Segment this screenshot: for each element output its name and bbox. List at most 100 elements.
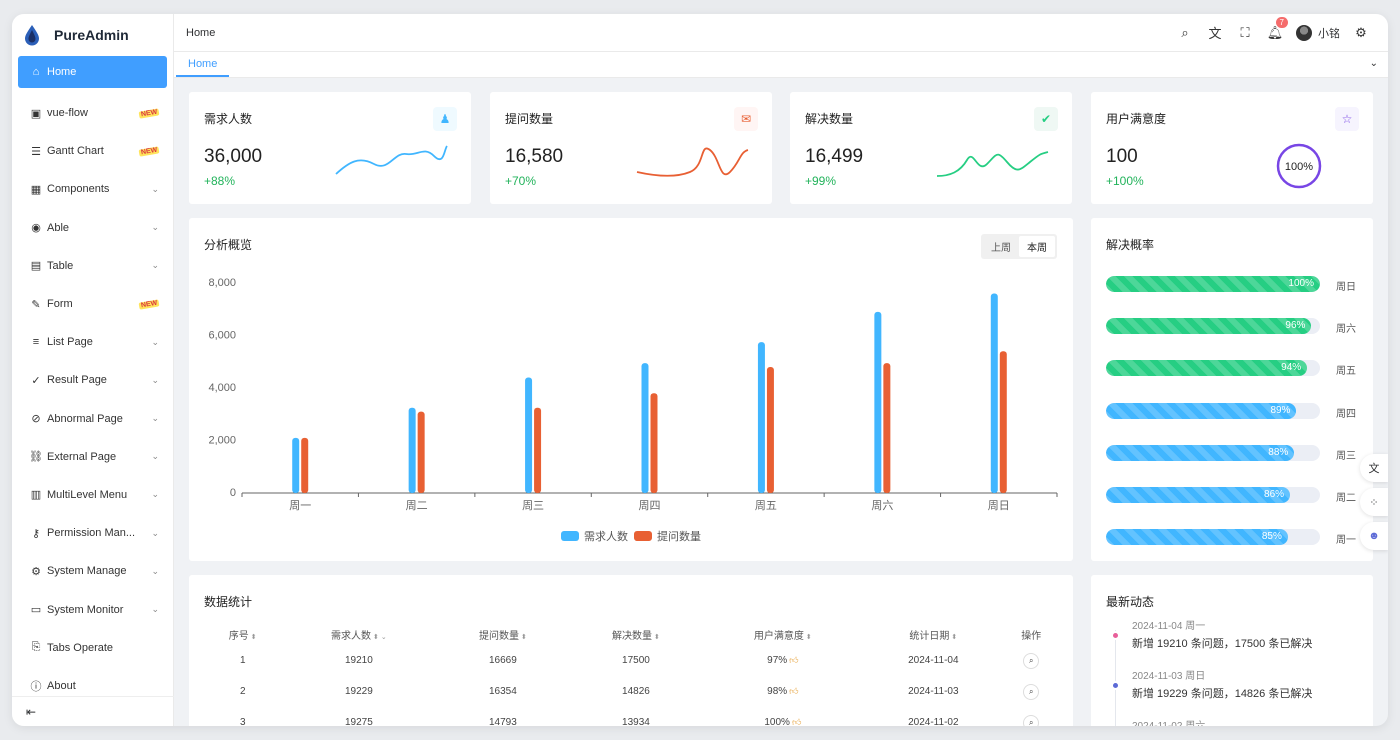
table-cell: 14793 [436, 707, 569, 726]
tab-home[interactable]: Home [176, 58, 230, 77]
sidebar-item-abnormal-page[interactable]: ⊘ Abnormal Page ⌄ [12, 400, 173, 438]
column-header-label: 解决数量 [611, 630, 652, 642]
sidebar-item-list-page[interactable]: ≡ List Page ⌄ [12, 323, 173, 361]
table-cell-action: ⌕ [1003, 676, 1059, 707]
x-tick-label: 周五 [755, 499, 777, 512]
sidebar-item-tabs-operate[interactable]: ⎘ Tabs Operate [12, 629, 173, 667]
stat-card: 解决数量 ✔ 16,499 +99% [790, 92, 1072, 204]
timeline-line [1115, 630, 1116, 726]
sort-icon[interactable]: ⬍ [373, 633, 379, 641]
bar-questions[interactable] [534, 407, 542, 493]
view-detail-search-icon[interactable]: ⌕ [1023, 683, 1040, 700]
column-header[interactable]: 提问数量 ⬍ [436, 623, 569, 645]
view-detail-search-icon[interactable]: ⌕ [1023, 714, 1040, 726]
table-cell-action: ⌕ [1003, 707, 1059, 726]
sidebar-item-gantt-chart[interactable]: ☰ Gantt Chart NEW [12, 132, 173, 170]
cell-value: 2024-11-04 [908, 655, 959, 666]
sidebar-item-able[interactable]: ◉ Able ⌄ [12, 209, 173, 247]
bar-questions[interactable] [999, 351, 1007, 493]
sidebar-item-system-manage[interactable]: ⚙ System Manage ⌄ [12, 552, 173, 590]
column-header[interactable]: 需求人数 ⬍ ⌄ [281, 623, 436, 645]
bar-questions[interactable] [766, 367, 774, 493]
bar-demand[interactable] [525, 377, 533, 494]
sort-icon[interactable]: ⬍ [653, 633, 660, 641]
chevron-down-icon: ⌄ [151, 527, 159, 538]
bar-questions[interactable] [301, 437, 309, 493]
cell-value: 98% [767, 686, 788, 697]
brand[interactable]: PureAdmin [12, 14, 173, 56]
bar-questions[interactable] [883, 363, 891, 493]
sort-icon[interactable]: ⬍ [951, 633, 958, 641]
cell-value: 3 [239, 717, 246, 726]
translate-float-button[interactable]: 文 [1360, 454, 1388, 482]
sort-icon[interactable]: ⬍ [520, 633, 527, 641]
fullscreen-icon[interactable]: ⛶ [1240, 24, 1250, 40]
bar-demand[interactable] [641, 363, 649, 493]
table-cell: 2024-11-02 [863, 707, 1003, 726]
tabs-dropdown-icon[interactable]: ⌄ [1369, 58, 1378, 69]
column-header[interactable]: 统计日期 ⬍ [863, 623, 1003, 645]
column-header[interactable]: 序号 ⬍ [204, 623, 281, 645]
sidebar-item-home[interactable]: ⌂ Home [18, 56, 167, 88]
bell-icon[interactable]: 🔔︎ 7 [1260, 16, 1290, 41]
sidebar-item-permission-man[interactable]: ⚷ Permission Man... ⌄ [12, 514, 173, 552]
collapse-sidebar-button[interactable]: ⇤ [12, 696, 174, 726]
cell-value: 14826 [622, 686, 650, 697]
chevron-down-icon: ⌄ [151, 222, 159, 233]
this-week-button[interactable]: 本周 [1019, 236, 1055, 257]
bar-questions[interactable] [650, 393, 658, 493]
cell-value: 2 [239, 686, 246, 697]
sidebar-item-label: About [47, 679, 76, 692]
bar-demand[interactable] [757, 342, 765, 493]
view-detail-search-icon[interactable]: ⌕ [1023, 652, 1040, 669]
translate-float-icon: 文 [1368, 463, 1380, 475]
sparkline-path [335, 145, 448, 175]
stat-growth: +99% [805, 174, 837, 188]
bar-demand[interactable] [408, 407, 416, 493]
progress-label: 89% [1270, 404, 1291, 416]
bar-demand[interactable] [874, 311, 882, 493]
progress-track: 86% [1106, 487, 1320, 503]
sidebar-item-system-monitor[interactable]: ▭ System Monitor ⌄ [12, 590, 173, 628]
bar-questions[interactable] [417, 411, 425, 493]
search-icon[interactable]: ⌕ [1181, 24, 1189, 40]
sort-icon[interactable]: ⬍ [250, 633, 257, 641]
bar-demand[interactable] [990, 293, 998, 494]
last-week-button[interactable]: 上周 [991, 243, 1011, 254]
sidebar-item-label: Permission Man... [47, 527, 136, 540]
progress-row: 85% 周一 [1106, 529, 1361, 546]
progress-track: 88% [1106, 444, 1320, 461]
sidebar-item-vue-flow[interactable]: ▣ vue-flow NEW [12, 94, 173, 132]
sidebar-item-table[interactable]: ▤ Table ⌄ [12, 247, 173, 285]
sidebar-item-form[interactable]: ✎ Form NEW [12, 285, 173, 323]
breadcrumb[interactable]: Home [186, 26, 216, 39]
sidebar-item-result-page[interactable]: ✓ Result Page ⌄ [12, 361, 173, 399]
translate-icon[interactable]: 文 [1208, 26, 1222, 41]
sidebar-item-components[interactable]: ▦ Components ⌄ [12, 170, 173, 208]
sidebar-item-label: Abnormal Page [47, 412, 123, 425]
progress-label: 86% [1264, 489, 1285, 500]
assistant-float-button[interactable]: ☻ [1360, 522, 1388, 550]
progress-row: 100% 周日 [1106, 276, 1361, 293]
user-menu[interactable]: 小铭 [1296, 24, 1340, 41]
satisfaction-ring-label: 100% [1285, 161, 1313, 173]
stat-sparkline [335, 145, 448, 175]
sidebar-item-external-page[interactable]: ⛓ External Page ⌄ [12, 438, 173, 476]
legend-item[interactable]: 需求人数 [561, 530, 628, 543]
legend-item[interactable]: 提问数量 [634, 530, 701, 543]
sidebar-item-multilevel-menu[interactable]: ▥ MultiLevel Menu ⌄ [12, 476, 173, 514]
column-header[interactable]: 用户满意度 ⬍ [702, 623, 863, 645]
cell-value: 1 [239, 655, 246, 666]
settings-gear-icon[interactable]: ⚙ [1355, 24, 1367, 40]
bar-demand[interactable] [292, 437, 300, 493]
sidebar-item-label: MultiLevel Menu [47, 488, 128, 501]
table-cell: 19275 [281, 707, 436, 726]
filter-chevron-icon[interactable]: ⌄ [380, 633, 387, 641]
progress-fill: 86% [1106, 487, 1291, 503]
logo-icon [25, 25, 39, 46]
apps-float-button[interactable]: ⁘ [1360, 488, 1388, 516]
sort-icon[interactable]: ⬍ [805, 633, 812, 641]
column-header[interactable]: 解决数量 ⬍ [569, 623, 702, 645]
progress-label: 85% [1261, 531, 1282, 543]
sidebar-item-about[interactable]: ⓘ About [12, 667, 173, 705]
